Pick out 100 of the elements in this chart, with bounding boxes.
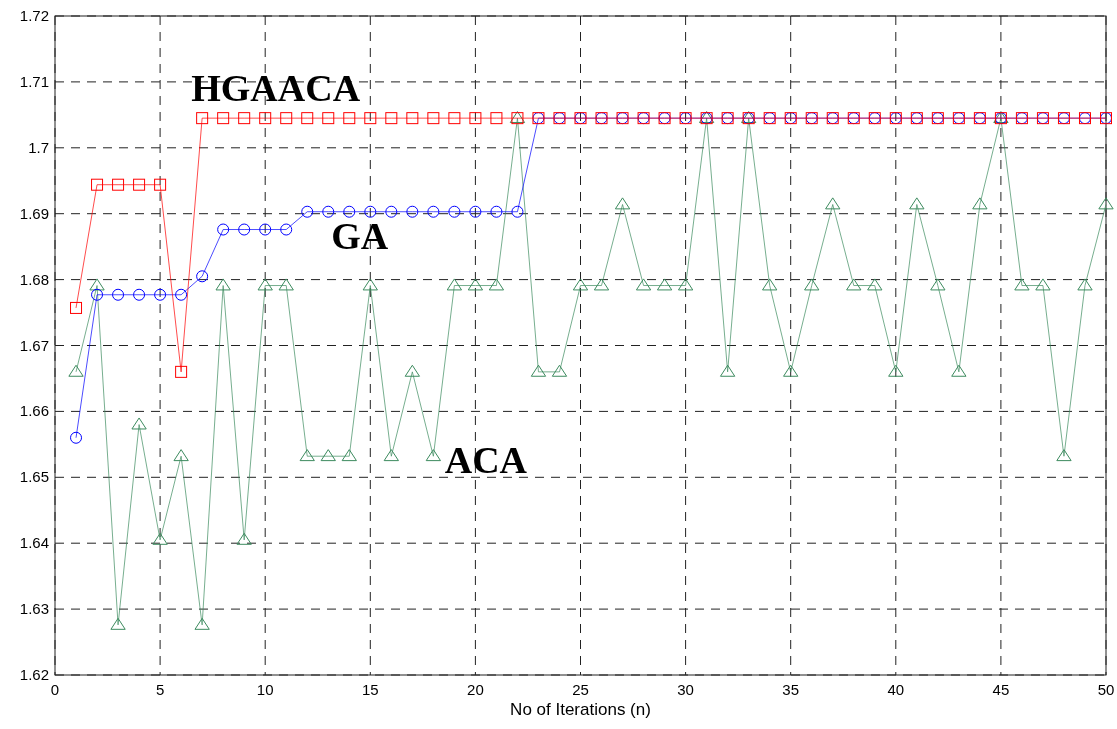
y-tick-label: 1.64 <box>19 534 49 552</box>
point <box>217 112 230 125</box>
point <box>511 205 524 218</box>
point <box>343 112 356 125</box>
point <box>1014 278 1030 291</box>
x-tick-label: 20 <box>467 681 484 698</box>
point <box>133 288 146 301</box>
point <box>154 178 167 191</box>
point <box>257 278 273 291</box>
y-tick-label: 1.69 <box>19 204 49 222</box>
point <box>91 288 104 301</box>
point <box>133 178 146 191</box>
series-label: HGAACA <box>191 66 361 109</box>
point <box>301 112 314 125</box>
point <box>322 205 335 218</box>
point <box>1077 278 1093 291</box>
series-label: ACA <box>444 438 528 481</box>
point <box>68 364 84 377</box>
point <box>406 205 419 218</box>
y-tick-label: 1.65 <box>19 468 49 486</box>
point <box>804 278 820 291</box>
point <box>930 278 946 291</box>
point <box>383 449 399 462</box>
point <box>196 112 209 125</box>
point <box>154 288 167 301</box>
point <box>110 617 126 630</box>
x-tick-label: 25 <box>572 681 589 698</box>
point <box>467 278 484 291</box>
x-tick-label: 40 <box>887 681 905 698</box>
point <box>677 278 694 291</box>
point <box>364 205 377 218</box>
point <box>488 278 505 291</box>
x-tick-label: 5 <box>155 681 165 698</box>
point <box>530 364 547 377</box>
series-label: GA <box>331 214 389 257</box>
x-tick-label: 10 <box>256 681 274 698</box>
point <box>259 112 272 125</box>
y-tick-label: 1.67 <box>19 336 49 354</box>
point <box>427 205 440 218</box>
point <box>385 112 398 125</box>
point <box>490 205 503 218</box>
point <box>1035 278 1051 291</box>
y-tick-label: 1.66 <box>19 402 49 420</box>
point <box>278 278 294 291</box>
x-tick-label: 45 <box>992 681 1010 698</box>
point <box>112 288 125 301</box>
point <box>175 365 188 378</box>
point <box>406 112 419 125</box>
point <box>909 197 925 210</box>
point <box>70 301 83 314</box>
point <box>1056 449 1072 462</box>
point <box>762 278 778 291</box>
point <box>70 431 83 444</box>
point <box>152 532 168 545</box>
point <box>1098 197 1114 210</box>
point <box>280 223 293 236</box>
point <box>236 532 252 545</box>
point <box>175 288 188 301</box>
y-tick-label: 1.7 <box>28 138 49 156</box>
point <box>469 112 482 125</box>
point <box>427 112 440 125</box>
point <box>972 197 988 210</box>
point <box>469 205 482 218</box>
point <box>341 449 357 462</box>
x-tick-label: 30 <box>677 681 694 698</box>
point <box>490 112 503 125</box>
point <box>446 278 463 291</box>
y-tick-label: 1.63 <box>19 600 49 618</box>
point <box>425 449 442 462</box>
point <box>385 205 398 218</box>
point <box>448 112 461 125</box>
point <box>951 364 967 377</box>
point <box>593 278 610 291</box>
point <box>259 223 272 236</box>
point <box>320 449 336 462</box>
x-tick-label: 0 <box>50 681 60 698</box>
point <box>89 278 105 291</box>
point <box>719 364 736 377</box>
point <box>364 112 377 125</box>
point <box>280 112 293 125</box>
point <box>448 205 461 218</box>
point <box>91 178 104 191</box>
point <box>783 364 799 377</box>
y-tick-label: 1.62 <box>19 666 49 683</box>
point <box>173 449 189 462</box>
point <box>551 364 568 377</box>
x-tick-label: 15 <box>361 681 379 698</box>
point <box>299 449 315 462</box>
point <box>404 364 420 377</box>
point <box>322 112 335 125</box>
point <box>572 278 589 291</box>
y-tick-label: 1.72 <box>19 7 49 24</box>
x-tick-label: 35 <box>782 681 800 698</box>
point <box>194 617 210 630</box>
y-tick-label: 1.68 <box>19 270 49 288</box>
point <box>215 278 231 291</box>
point <box>825 197 841 210</box>
point <box>888 364 904 377</box>
point <box>238 223 251 236</box>
point <box>343 205 356 218</box>
